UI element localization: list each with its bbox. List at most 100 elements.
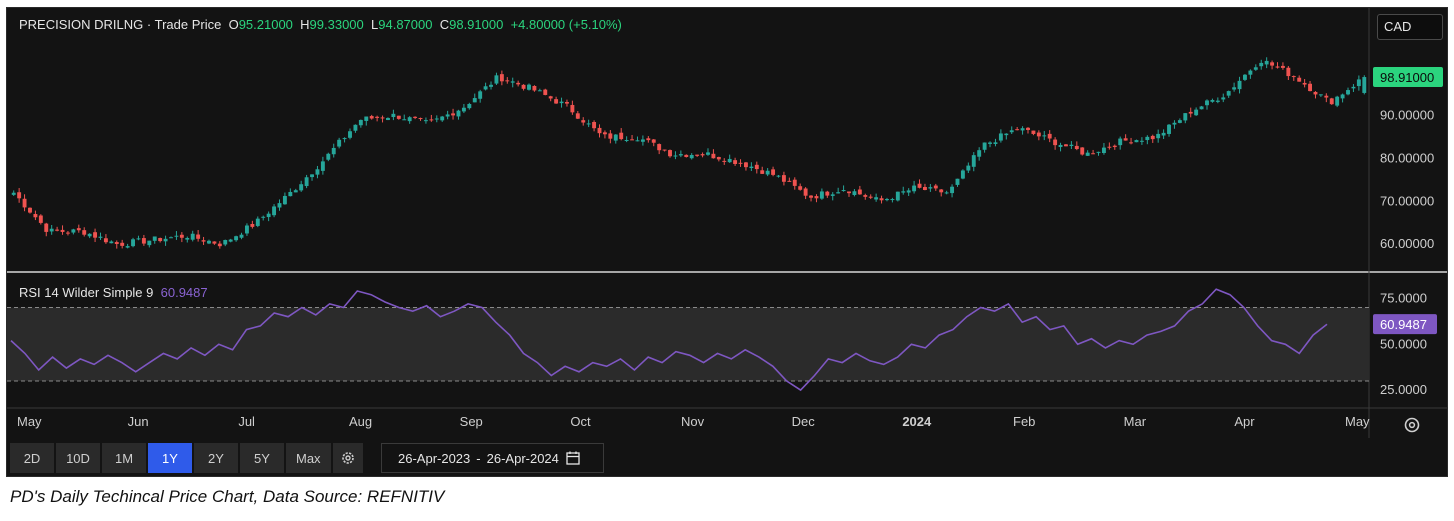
candle (776, 174, 781, 178)
candle-body (727, 158, 732, 163)
candle (1134, 139, 1139, 143)
candle-body (575, 113, 580, 119)
candle (754, 161, 759, 174)
candle (76, 224, 81, 233)
candle-body (1286, 67, 1291, 77)
candle (966, 162, 971, 173)
candle (1329, 97, 1334, 105)
candle (749, 162, 754, 172)
candle (239, 232, 244, 240)
candle-body (60, 229, 65, 232)
candle (922, 183, 927, 191)
candle (668, 149, 672, 158)
candle (179, 232, 184, 243)
candle (630, 135, 635, 141)
candle-body (516, 82, 521, 85)
candle-body (765, 170, 770, 175)
candle-body (1253, 67, 1258, 70)
price-header: PRECISION DRILNG · Trade Price O95.21000… (19, 17, 622, 32)
time-tick-label: Jun (128, 414, 149, 429)
gear-icon (341, 452, 354, 464)
candle-body (109, 241, 114, 244)
price-tick-label: 90.00000 (1380, 107, 1434, 122)
range-max-button[interactable]: Max (286, 443, 331, 473)
candle-body (326, 153, 331, 160)
candle (1129, 137, 1134, 145)
time-tick-label: Oct (570, 414, 591, 429)
candle-body (847, 191, 851, 194)
candle-body (689, 154, 694, 159)
candle (348, 128, 352, 140)
candle-body (169, 237, 173, 239)
range-10d-button[interactable]: 10D (56, 443, 100, 473)
chart-settings-icon[interactable] (1403, 416, 1421, 434)
candle-body (1167, 124, 1171, 134)
candle-body (478, 91, 483, 99)
candle (581, 117, 586, 126)
range-5y-button[interactable]: 5Y (240, 443, 284, 473)
candle (554, 96, 559, 104)
rsi-header-value: 60.9487 (160, 285, 208, 300)
candle-body (1346, 90, 1350, 95)
candle-body (266, 213, 271, 218)
chart-canvas[interactable]: 60.00000 70.00000 80.00000 90.00000 25.0000 5… (7, 8, 1447, 476)
candle-body (1020, 128, 1025, 131)
candle (1123, 134, 1128, 141)
candle-body (630, 139, 635, 141)
currency-select[interactable]: CAD (1377, 14, 1443, 40)
candle-body (1356, 79, 1361, 87)
candle (472, 93, 477, 103)
calendar-icon (566, 451, 580, 465)
candle (993, 138, 998, 147)
candle-body (1156, 133, 1161, 139)
time-tick-label: Aug (349, 414, 372, 429)
time-tick-label: Nov (681, 414, 705, 429)
candle-body (277, 203, 282, 208)
candle-body (234, 236, 239, 241)
candle (1275, 62, 1280, 69)
candle-body (207, 240, 211, 244)
range-2y-button[interactable]: 2Y (194, 443, 238, 473)
currency-value: CAD (1384, 19, 1412, 34)
candle (1351, 84, 1356, 92)
open-key: O (228, 17, 239, 32)
candle-body (38, 215, 43, 223)
candle (1009, 126, 1014, 135)
candle-body (55, 229, 60, 231)
range-1y-button[interactable]: 1Y (148, 443, 192, 473)
candle (874, 193, 879, 202)
price-tick-label: 70.00000 (1380, 193, 1434, 208)
candle-body (754, 164, 759, 170)
candle (250, 220, 255, 229)
candle-body (565, 101, 569, 104)
candle (391, 109, 396, 121)
candle-body (803, 188, 808, 196)
candle-body (407, 117, 412, 122)
time-tick-label: Jul (238, 414, 255, 429)
candle-body (554, 99, 559, 104)
candle (407, 116, 412, 124)
candle-body (11, 192, 16, 195)
range-2d-button[interactable]: 2D (10, 443, 54, 473)
candle (494, 72, 499, 85)
candle (1118, 136, 1123, 150)
candle (185, 236, 190, 243)
date-to: 26-Apr-2024 (486, 450, 559, 466)
candle (885, 197, 889, 202)
rsi-header: RSI 14 Wilder Simple 9 60.9487 (19, 285, 208, 300)
range-settings-button[interactable] (332, 443, 363, 473)
candle-body (706, 152, 710, 155)
candle (852, 189, 857, 197)
date-range-picker[interactable]: 26-Apr-2023 - 26-Apr-2024 (381, 443, 604, 473)
candle-body (890, 199, 895, 201)
candle (1335, 95, 1340, 108)
candle-body (499, 74, 504, 82)
candle (695, 154, 700, 157)
candle-body (293, 190, 298, 193)
range-1m-button[interactable]: 1M (102, 443, 146, 473)
candle-body (939, 189, 944, 193)
candle (1069, 141, 1074, 150)
candle-body (521, 84, 526, 89)
candle (1221, 93, 1226, 103)
candle-body (239, 234, 244, 238)
